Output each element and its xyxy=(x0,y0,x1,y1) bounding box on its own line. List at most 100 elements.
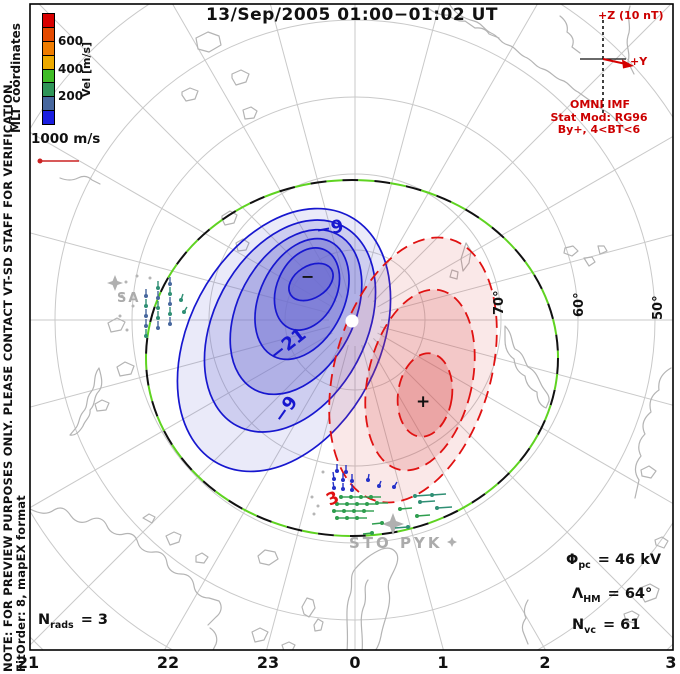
mlt-label-0: 0 xyxy=(349,653,361,672)
imf-arrow-head xyxy=(622,59,634,69)
velocity-vector-dot xyxy=(335,469,339,473)
unfitted-data-dot xyxy=(131,304,135,308)
grid-mlt-meridian xyxy=(163,342,343,650)
velocity-vector-dot xyxy=(352,509,356,513)
velocity-vector-dot xyxy=(366,478,370,482)
velocity-vector-dot xyxy=(156,316,160,320)
velocity-colorbar xyxy=(42,13,55,125)
velocity-vector-dot xyxy=(182,310,186,314)
colorbar-tick-200: 200 xyxy=(58,89,84,103)
velocity-vector-dot xyxy=(144,294,148,298)
unfitted-data-dot xyxy=(316,504,320,508)
grid-mlt-meridian xyxy=(379,326,673,406)
velocity-vector-dot xyxy=(365,502,369,506)
colorbar-segment-4 xyxy=(43,69,54,84)
velocity-vector-dot xyxy=(430,493,434,497)
lat-label-50: 50° xyxy=(651,295,666,320)
n-radars-symbol: N xyxy=(38,612,51,628)
velocity-vector-dot xyxy=(168,322,172,326)
imf-source-label: OMNI IMF xyxy=(570,98,630,111)
velocity-vector-dot xyxy=(345,502,349,506)
imf-y-axis-label: +Y xyxy=(630,55,648,68)
velocity-vector-dot xyxy=(349,495,353,499)
velocity-vector-dot xyxy=(380,521,384,525)
velocity-vector-dot xyxy=(144,314,148,318)
radar-site-markers xyxy=(107,275,457,547)
velocity-vector-dot xyxy=(144,304,148,308)
velocity-vector-dot xyxy=(339,495,343,499)
plot-frame xyxy=(29,3,674,651)
imf-model-label: Stat Mod: RG96 xyxy=(550,111,648,124)
velocity-vector-dot xyxy=(168,302,172,306)
unfitted-data-dot xyxy=(125,328,129,332)
colorbar-tick-400: 400 xyxy=(58,62,84,76)
velocity-vector-dot xyxy=(377,484,381,488)
velocity-vector-dot xyxy=(369,495,373,499)
velocity-vector-tail xyxy=(416,514,431,517)
velocity-vector-dot xyxy=(362,509,366,513)
mlt-label-3: 3 xyxy=(665,653,677,672)
potential-max-marker: + xyxy=(416,392,431,412)
unfitted-data-dot xyxy=(135,274,139,278)
lambda-symbol: Λ xyxy=(572,586,584,602)
fit-order-note: FitOrder: 8, mapEX format xyxy=(14,495,28,672)
grid-mlt-meridian xyxy=(269,4,349,296)
velocity-vector-dot xyxy=(156,286,160,290)
plot-title: 13/Sep/2005 01:00−01:02 UT xyxy=(205,5,499,25)
unfitted-data-dot xyxy=(124,280,128,284)
grid-mlt-meridian xyxy=(30,338,337,646)
cross-polar-cap-potential-stat: Φpc = 46 kV xyxy=(566,552,662,571)
colorbar-segment-0 xyxy=(43,14,54,28)
velocity-vector-tail xyxy=(436,506,453,509)
velocity-vector-dot xyxy=(144,324,148,328)
velocity-vector-dot xyxy=(332,486,336,490)
velocity-vector-dot xyxy=(168,292,172,296)
velocity-vector-tail xyxy=(419,500,436,503)
imf-dial xyxy=(580,20,634,113)
velocity-vector-tail xyxy=(414,494,431,497)
velocity-vector-dot xyxy=(341,487,345,491)
grid-mlt-meridian xyxy=(367,4,539,298)
coordinate-system-label: MLT coordinates xyxy=(9,23,23,133)
lat-label-60: 60° xyxy=(572,292,587,317)
unfitted-data-dot xyxy=(321,470,325,474)
n-vectors-symbol: N xyxy=(572,617,585,633)
velocity-vector-dot xyxy=(359,495,363,499)
grid-mlt-meridian xyxy=(361,4,441,296)
grid-mlt-meridian xyxy=(266,344,349,650)
velocity-vector-dot xyxy=(344,470,348,474)
velocity-vector-dot xyxy=(342,509,346,513)
velocity-vectors xyxy=(118,274,453,535)
grid-mlt-meridian xyxy=(361,344,444,650)
mlt-label-2: 2 xyxy=(539,653,551,672)
grid-mlt-meridian xyxy=(30,326,331,408)
unfitted-data-dot xyxy=(312,512,316,516)
velocity-vector-dot xyxy=(335,502,339,506)
n-vectors-stat: Nvc = 61 xyxy=(572,617,641,636)
velocity-vector-dot xyxy=(398,507,402,511)
velocity-vector-dot xyxy=(375,501,379,505)
velocity-vector-dot xyxy=(168,282,172,286)
mlt-label-21: 21 xyxy=(16,653,40,672)
positive-potential-cell xyxy=(328,236,498,504)
grid-mlt-meridian xyxy=(30,332,333,509)
colorbar-tick-600: 600 xyxy=(58,34,84,48)
velocity-vector-tail xyxy=(399,507,413,510)
station-label-sto-pyk: STO PYK xyxy=(349,534,443,552)
mlt-label-1: 1 xyxy=(437,653,449,672)
velocity-vector-dot xyxy=(156,326,160,330)
velocity-vector-dot xyxy=(341,478,345,482)
velocity-vector-dot xyxy=(168,312,172,316)
grid-mlt-meridian xyxy=(373,338,673,639)
pole-marker xyxy=(345,314,359,328)
velocity-vector-dot xyxy=(355,516,359,520)
velocity-vector-dot xyxy=(435,506,439,510)
mlt-label-22: 22 xyxy=(156,653,180,672)
imf-z-axis-label: +Z (10 nT) xyxy=(598,9,664,22)
coastlines xyxy=(30,4,672,650)
colorbar-segment-1 xyxy=(43,27,54,42)
velocity-vector-dot xyxy=(179,298,183,302)
velocity-vector-dot xyxy=(144,334,148,338)
